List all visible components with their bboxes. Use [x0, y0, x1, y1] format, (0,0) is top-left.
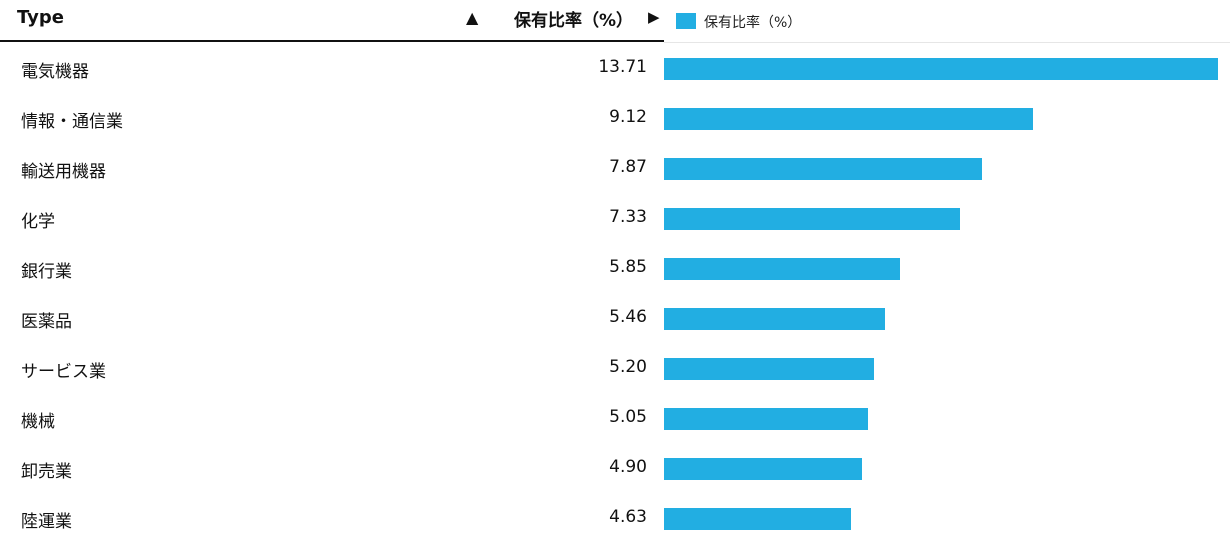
- legend-divider: [664, 42, 1230, 43]
- legend-swatch: [676, 13, 696, 29]
- category-label: 機械: [21, 412, 55, 432]
- category-label: 電気機器: [21, 62, 89, 82]
- value-label: 7.87: [609, 157, 647, 177]
- table-row[interactable]: 銀行業 5.85: [0, 244, 664, 294]
- table-row[interactable]: 電気機器 13.71: [0, 44, 664, 94]
- bar[interactable]: [664, 258, 900, 280]
- ratio-column-header[interactable]: 保有比率（%）: [514, 11, 634, 31]
- category-label: サービス業: [21, 362, 106, 382]
- category-label: 化学: [21, 212, 55, 232]
- category-label: 銀行業: [21, 262, 72, 282]
- table-row[interactable]: 機械 5.05: [0, 394, 664, 444]
- bar[interactable]: [664, 108, 1033, 130]
- bar[interactable]: [664, 308, 885, 330]
- category-label: 輸送用機器: [21, 162, 106, 182]
- bar[interactable]: [664, 508, 851, 530]
- bar[interactable]: [664, 358, 874, 380]
- expand-arrow-icon[interactable]: ▶: [648, 8, 660, 26]
- table-row[interactable]: 陸運業 4.63: [0, 494, 664, 544]
- table-row[interactable]: 化学 7.33: [0, 194, 664, 244]
- type-column-header[interactable]: Type: [17, 7, 64, 28]
- value-label: 5.20: [609, 357, 647, 377]
- bar[interactable]: [664, 208, 960, 230]
- value-label: 13.71: [598, 57, 647, 77]
- table-row[interactable]: 卸売業 4.90: [0, 444, 664, 494]
- bar[interactable]: [664, 458, 862, 480]
- table-row[interactable]: 輸送用機器 7.87: [0, 144, 664, 194]
- value-label: 4.63: [609, 507, 647, 527]
- category-label: 医薬品: [21, 312, 72, 332]
- sort-ascending-icon[interactable]: ▲: [466, 8, 479, 27]
- table-row[interactable]: 医薬品 5.46: [0, 294, 664, 344]
- value-label: 5.46: [609, 307, 647, 327]
- category-label: 情報・通信業: [21, 112, 123, 132]
- bar[interactable]: [664, 408, 868, 430]
- table-row[interactable]: 情報・通信業 9.12: [0, 94, 664, 144]
- category-label: 卸売業: [21, 462, 72, 482]
- legend-label: 保有比率（%）: [704, 15, 802, 31]
- value-label: 7.33: [609, 207, 647, 227]
- value-label: 9.12: [609, 107, 647, 127]
- value-label: 4.90: [609, 457, 647, 477]
- table-header: Type ▲ 保有比率（%） ▶: [0, 0, 664, 42]
- category-label: 陸運業: [21, 512, 72, 532]
- bar[interactable]: [664, 158, 982, 180]
- table-row[interactable]: サービス業 5.20: [0, 344, 664, 394]
- value-label: 5.85: [609, 257, 647, 277]
- value-label: 5.05: [609, 407, 647, 427]
- bar[interactable]: [664, 58, 1218, 80]
